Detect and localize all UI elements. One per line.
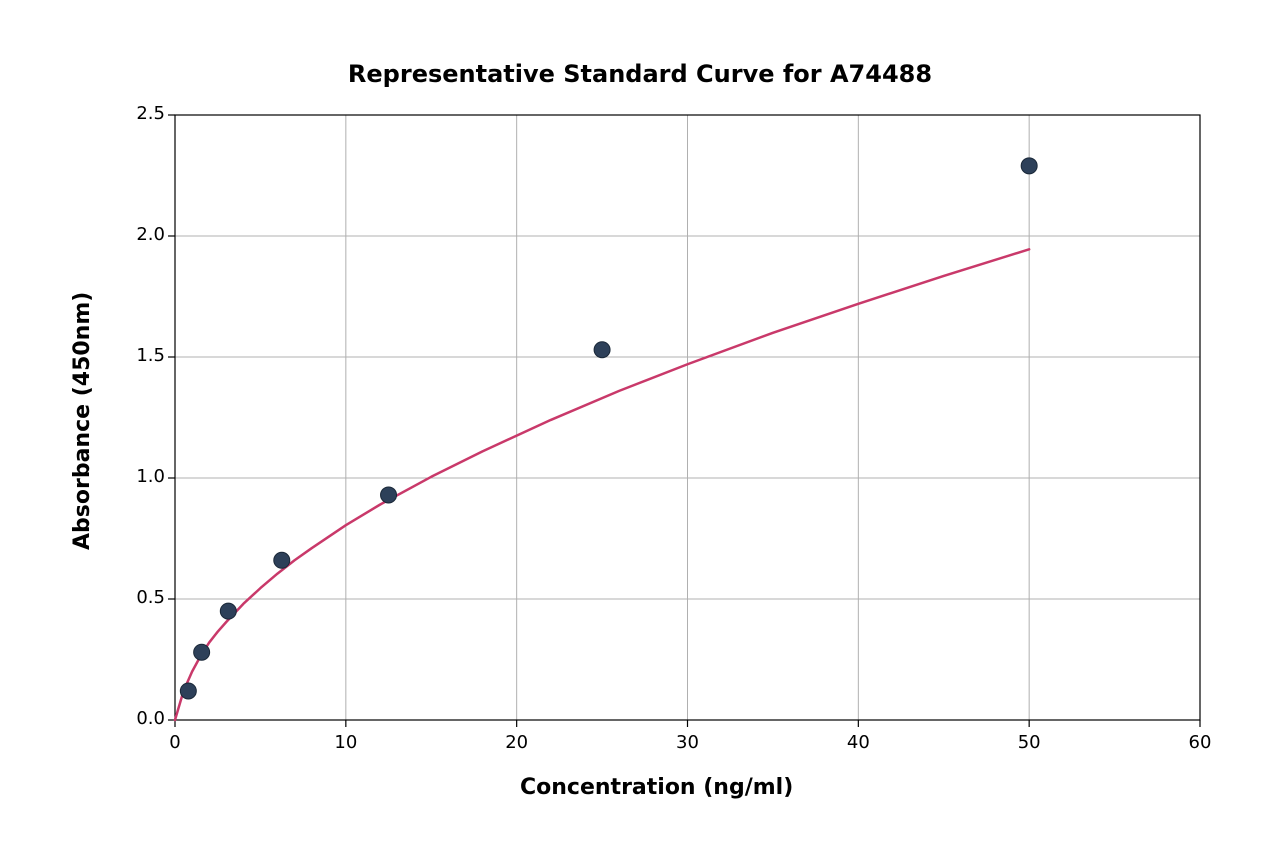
y-tick-label: 1.5 <box>120 345 165 366</box>
x-tick-label: 20 <box>497 732 537 753</box>
x-tick-label: 0 <box>155 732 195 753</box>
chart-svg <box>0 0 1280 845</box>
y-tick-label: 2.0 <box>120 224 165 245</box>
x-tick-label: 50 <box>1009 732 1049 753</box>
y-tick-label: 2.5 <box>120 103 165 124</box>
chart-container: Representative Standard Curve for A74488… <box>0 0 1280 845</box>
x-tick-label: 60 <box>1180 732 1220 753</box>
x-tick-label: 40 <box>838 732 878 753</box>
y-tick-label: 1.0 <box>120 466 165 487</box>
y-tick-label: 0.0 <box>120 708 165 729</box>
x-tick-label: 30 <box>668 732 708 753</box>
y-tick-label: 0.5 <box>120 587 165 608</box>
x-tick-label: 10 <box>326 732 366 753</box>
